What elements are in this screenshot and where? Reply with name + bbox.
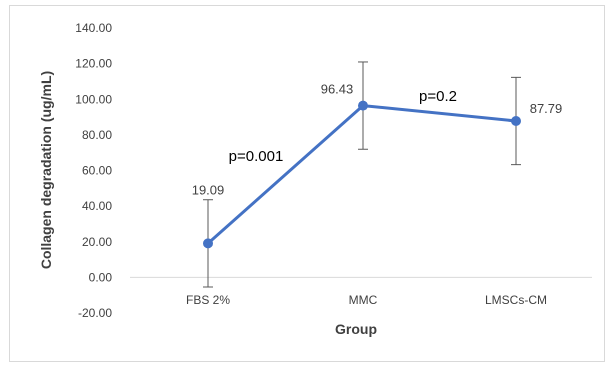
x-tick-label: LMSCs-CM — [485, 293, 547, 307]
chart-frame — [9, 5, 605, 362]
y-tick-label: 140.00 — [75, 21, 112, 35]
data-points — [203, 100, 521, 249]
y-tick-label: 0.00 — [89, 270, 113, 284]
data-labels: 19.09 96.43 87.79 — [192, 82, 563, 198]
y-tick-label: 40.00 — [82, 199, 112, 213]
series-line — [207, 104, 517, 245]
p-value-annotations: p=0.001 p=0.2 — [229, 88, 457, 165]
x-tick-label: MMC — [349, 293, 378, 307]
y-axis-title: Collagen degradation (ug/mL) — [38, 71, 54, 269]
y-tick-label: -20.00 — [78, 306, 112, 320]
x-axis-title: Group — [335, 321, 377, 337]
error-bars — [203, 61, 521, 288]
y-tick-labels: -20.00 0.00 20.00 40.00 60.00 80.00 100.00 120.… — [75, 21, 112, 320]
data-point — [203, 238, 213, 249]
y-tick-label: 20.00 — [82, 235, 112, 249]
data-label: 87.79 — [530, 101, 563, 116]
x-tick-label: FBS 2% — [186, 293, 230, 307]
data-label: 19.09 — [192, 182, 225, 197]
data-point — [511, 115, 521, 126]
y-tick-label: 100.00 — [75, 92, 112, 106]
x-tick-labels: FBS 2% MMC LMSCs-CM — [186, 293, 547, 307]
y-tick-label: 60.00 — [82, 164, 112, 178]
data-point — [358, 100, 368, 111]
y-tick-label: 80.00 — [82, 128, 112, 142]
data-label: 96.43 — [321, 82, 354, 97]
p-value-annotation: p=0.2 — [419, 88, 457, 105]
p-value-annotation: p=0.001 — [229, 148, 284, 165]
y-tick-label: 120.00 — [75, 57, 112, 71]
